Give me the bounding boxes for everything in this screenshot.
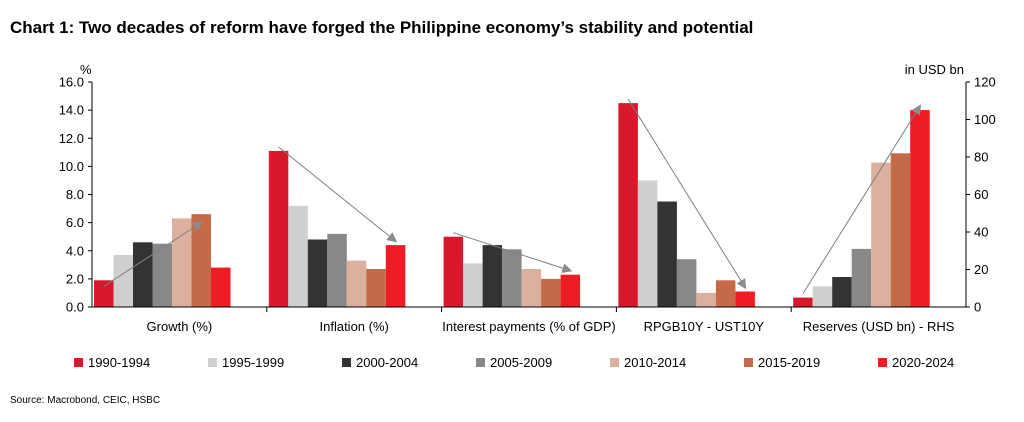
legend-swatch-3	[476, 358, 485, 367]
bar-2-0	[133, 242, 153, 307]
bar-0-1	[268, 150, 289, 307]
bar-4-1	[346, 260, 367, 307]
bar-1-1	[288, 205, 308, 308]
y-left-tick-label: 10.0	[59, 159, 84, 174]
legend-swatch-5	[744, 358, 753, 367]
bar-2-4	[832, 277, 852, 307]
trend-arrow	[278, 146, 398, 243]
bar-5-2	[541, 278, 561, 307]
trend-arrow	[103, 221, 203, 287]
x-tick-label: Interest payments (% of GDP)	[442, 319, 615, 334]
bar-6-4	[910, 110, 930, 307]
x-tick-label: Reserves (USD bn) - RHS	[803, 319, 955, 334]
bar-5-4	[890, 153, 911, 308]
legend-swatch-6	[878, 358, 887, 367]
bar-4-2	[521, 269, 542, 307]
bar-1-2	[463, 263, 483, 307]
bar-0-0	[94, 280, 114, 307]
bar-2-1	[307, 239, 328, 307]
y-right-tick-label: 40	[974, 225, 988, 240]
legend-swatch-0	[74, 358, 83, 367]
bar-6-1	[385, 245, 406, 307]
bar-5-3	[715, 280, 736, 307]
bar-3-1	[327, 233, 347, 307]
bar-3-0	[152, 243, 172, 307]
bar-3-4	[851, 248, 872, 307]
legend-label: 2005-2009	[490, 355, 552, 370]
legend-label: 1990-1994	[88, 355, 150, 370]
bar-2-3	[657, 201, 677, 307]
bar-5-0	[191, 214, 211, 307]
bar-6-2	[560, 274, 581, 307]
y-left-tick-label: 6.0	[66, 215, 84, 230]
y-right-axis-label: in USD bn	[905, 62, 964, 77]
bar-1-4	[812, 286, 833, 307]
legend-swatch-1	[208, 358, 217, 367]
bar-6-3	[735, 291, 755, 307]
bar-4-3	[696, 292, 716, 307]
legend-label: 2015-2019	[758, 355, 820, 370]
bar-0-2	[443, 236, 464, 307]
y-left-tick-label: 8.0	[66, 187, 84, 202]
y-right-tick-label: 60	[974, 187, 988, 202]
y-right-tick-label: 0	[974, 300, 981, 315]
y-left-axis-label: %	[80, 62, 92, 77]
bar-4-4	[871, 162, 891, 307]
x-tick-label: Growth (%)	[147, 319, 213, 334]
trend-arrow	[453, 232, 573, 273]
x-tick-label: RPGB10Y - UST10Y	[644, 319, 765, 334]
bar-1-0	[113, 255, 133, 307]
bar-3-3	[676, 259, 697, 307]
trend-arrow	[627, 98, 747, 290]
legend-label: 1995-1999	[222, 355, 284, 370]
legend-label: 2020-2024	[892, 355, 954, 370]
legend-swatch-2	[342, 358, 351, 367]
chart-title: Chart 1: Two decades of reform have forg…	[10, 18, 754, 37]
bar-2-2	[482, 245, 503, 307]
y-left-tick-label: 12.0	[59, 131, 84, 146]
legend-swatch-4	[610, 358, 619, 367]
bar-0-4	[793, 297, 813, 307]
bar-5-1	[366, 269, 386, 307]
y-left-tick-label: 0.0	[66, 300, 84, 315]
y-right-tick-label: 20	[974, 262, 988, 277]
y-left-tick-label: 16.0	[59, 75, 84, 90]
y-right-tick-label: 100	[974, 112, 996, 127]
bar-6-0	[211, 267, 231, 307]
bar-3-2	[502, 249, 522, 307]
y-left-tick-label: 14.0	[59, 103, 84, 118]
y-right-tick-label: 80	[974, 150, 988, 165]
bar-1-3	[637, 180, 658, 307]
x-tick-label: Inflation (%)	[320, 319, 389, 334]
y-right-tick-label: 120	[974, 75, 996, 90]
y-left-tick-label: 4.0	[66, 243, 84, 258]
legend-label: 2000-2004	[356, 355, 418, 370]
y-left-tick-label: 2.0	[66, 271, 84, 286]
bar-0-3	[618, 103, 638, 307]
bar-4-0	[172, 218, 192, 307]
legend-label: 2010-2014	[624, 355, 686, 370]
trend-arrow	[802, 104, 922, 294]
source-note: Source: Macrobond, CEIC, HSBC	[10, 395, 161, 406]
